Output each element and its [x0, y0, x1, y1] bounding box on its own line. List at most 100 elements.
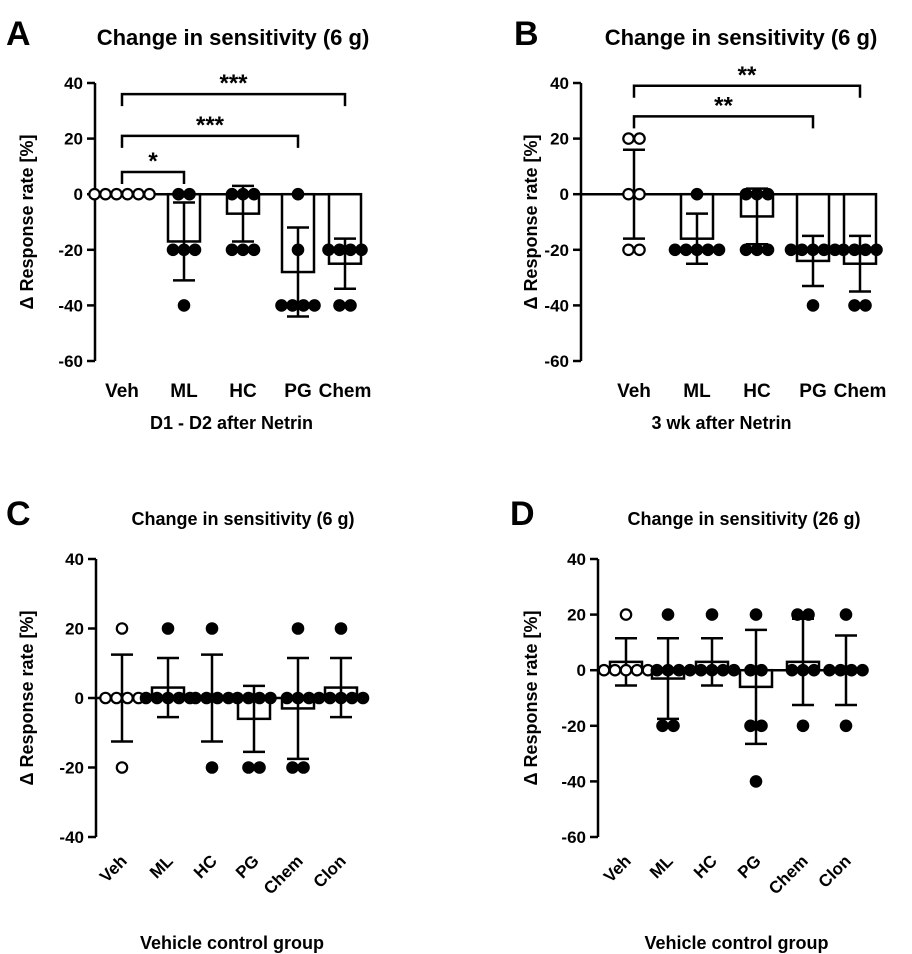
data-point — [231, 691, 244, 705]
data-point — [807, 663, 821, 677]
data-point — [856, 663, 869, 677]
x-tick-label: PG — [734, 851, 765, 882]
y-tick-label: 20 — [567, 606, 586, 625]
data-point — [837, 243, 850, 257]
data-point — [859, 243, 872, 257]
data-point — [791, 608, 804, 621]
panel-label: D — [510, 495, 535, 533]
x-tick-label: PG — [799, 381, 826, 402]
data-point — [242, 761, 255, 774]
x-tick-label: Chem — [319, 381, 372, 402]
data-point — [275, 299, 288, 312]
data-point — [280, 691, 294, 705]
data-point — [247, 187, 261, 201]
y-tick-label: 20 — [64, 130, 83, 149]
data-point — [661, 608, 675, 621]
y-tick-label: 0 — [560, 185, 569, 204]
data-point — [848, 299, 861, 312]
data-point — [755, 663, 768, 677]
significance-label: * — [148, 148, 158, 175]
y-tick-label: -60 — [561, 828, 586, 847]
data-point — [291, 187, 305, 201]
data-point — [744, 719, 757, 733]
data-point — [622, 243, 635, 257]
data-point — [785, 663, 799, 677]
data-point — [99, 187, 112, 201]
data-point — [796, 663, 810, 677]
significance-bracket — [632, 115, 815, 129]
data-point — [870, 243, 883, 257]
y-tick-label: -20 — [59, 759, 84, 778]
data-point — [166, 243, 180, 257]
y-tick-label: 40 — [64, 74, 83, 93]
data-point — [308, 299, 321, 312]
data-point — [205, 622, 219, 635]
data-point — [150, 691, 164, 705]
data-point — [161, 691, 175, 705]
x-tick-label: ML — [170, 381, 198, 402]
y-tick-label: -20 — [544, 241, 569, 260]
data-point — [172, 187, 185, 201]
x-tick-label: Chem — [260, 851, 307, 898]
data-point — [291, 622, 305, 635]
data-point — [211, 691, 224, 705]
x-tick-label: Veh — [105, 381, 139, 402]
data-point — [115, 761, 129, 774]
data-point — [761, 187, 775, 201]
x-axis-label: D1 - D2 after Netrin — [150, 413, 313, 433]
data-point — [859, 299, 872, 312]
data-point — [619, 608, 633, 621]
x-tick-label: PG — [232, 851, 263, 882]
data-point — [817, 243, 831, 257]
data-point — [750, 187, 764, 201]
y-tick-label: -40 — [58, 296, 83, 315]
data-point — [189, 691, 202, 705]
data-point — [172, 691, 186, 705]
data-point — [705, 608, 719, 621]
y-tick-label: -40 — [561, 772, 586, 791]
data-point — [839, 719, 853, 733]
significance-bracket — [120, 170, 186, 184]
y-tick-label: 0 — [75, 689, 84, 708]
data-point — [177, 299, 191, 312]
x-tick-label: HC — [743, 381, 771, 402]
significance-bracket — [120, 134, 300, 148]
data-point — [701, 243, 715, 257]
data-point — [679, 243, 693, 257]
y-axis-label: Δ Response rate [%] — [17, 611, 37, 786]
significance-label: *** — [196, 112, 225, 139]
significance-label: *** — [219, 70, 248, 97]
data-point — [668, 243, 682, 257]
data-point — [115, 622, 129, 635]
data-point — [110, 187, 123, 201]
x-tick-label: Veh — [600, 851, 635, 886]
data-point — [88, 187, 101, 201]
data-point — [784, 243, 798, 257]
data-point — [297, 761, 310, 774]
data-point — [749, 775, 763, 788]
data-point — [99, 691, 112, 705]
data-point — [597, 663, 611, 677]
data-point — [633, 132, 646, 145]
panel-d: D Change in sensitivity (26 g) 40 20 0 -20 -40… — [510, 495, 869, 953]
data-point — [619, 663, 633, 677]
data-point — [143, 187, 156, 201]
data-point — [806, 299, 820, 312]
data-point — [322, 243, 335, 257]
data-point — [845, 663, 858, 677]
y-tick-label: -20 — [58, 241, 83, 260]
x-axis-label: 3 wk after Netrin — [651, 413, 791, 433]
data-point — [839, 608, 853, 621]
y-axis-label: Δ Response rate [%] — [17, 135, 37, 310]
data-point — [727, 663, 741, 677]
y-tick-label: -60 — [58, 352, 83, 371]
x-tick-label: Veh — [96, 851, 131, 886]
data-point — [608, 663, 622, 677]
y-tick-label: 0 — [74, 185, 83, 204]
data-point — [236, 243, 250, 257]
data-point — [712, 243, 726, 257]
panel-label: B — [514, 15, 539, 53]
data-point — [834, 663, 847, 677]
data-point — [291, 243, 305, 257]
